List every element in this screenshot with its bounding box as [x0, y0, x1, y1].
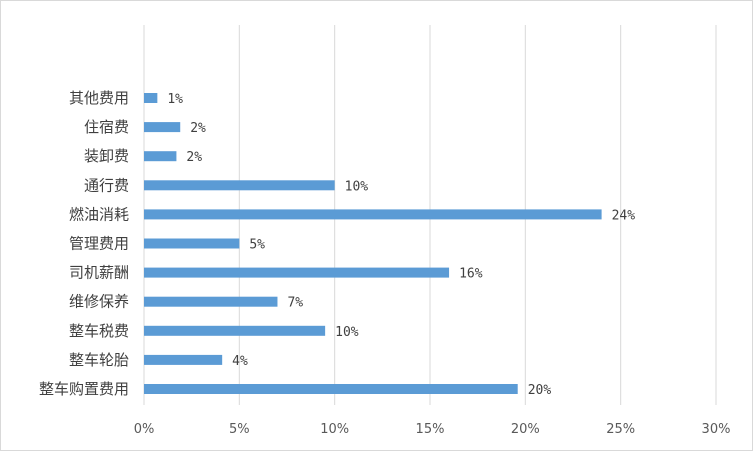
bar-1 — [144, 122, 181, 133]
category-label-9: 整车轮胎 — [69, 351, 129, 369]
data-label-5: 5% — [249, 238, 265, 253]
category-label-3: 通行费 — [84, 176, 129, 194]
bar-7 — [144, 296, 278, 307]
bar-5 — [144, 238, 240, 249]
data-label-4: 24% — [612, 208, 636, 223]
category-label-4: 燃油消耗 — [69, 205, 129, 223]
category-label-1: 住宿费 — [84, 118, 129, 136]
bar-6 — [144, 267, 450, 278]
bar-8 — [144, 325, 326, 336]
category-label-0: 其他费用 — [69, 89, 129, 107]
bar-0 — [144, 93, 158, 103]
bar-4 — [144, 209, 602, 220]
data-label-10: 20% — [528, 383, 552, 398]
data-label-6: 16% — [459, 267, 483, 282]
category-label-5: 管理费用 — [69, 235, 129, 253]
bar-10 — [144, 384, 518, 394]
category-label-10: 整车购置费用 — [39, 380, 129, 398]
data-label-0: 1% — [167, 92, 183, 107]
data-label-9: 4% — [232, 354, 248, 369]
data-label-1: 2% — [190, 121, 206, 136]
category-label-2: 装卸费 — [84, 147, 129, 165]
data-label-3: 10% — [345, 179, 369, 194]
category-label-6: 司机薪酬 — [69, 264, 129, 282]
x-tick-label-3: 15% — [416, 422, 445, 437]
data-label-2: 2% — [186, 150, 202, 165]
data-label-8: 10% — [335, 325, 359, 340]
x-tick-label-2: 10% — [320, 422, 349, 437]
category-label-7: 维修保养 — [69, 293, 129, 311]
bar-9 — [144, 354, 223, 365]
data-label-7: 7% — [287, 296, 303, 311]
category-label-8: 整车税费 — [69, 322, 129, 340]
bar-3 — [144, 180, 335, 191]
x-tick-label-4: 20% — [511, 422, 540, 437]
x-tick-label-1: 5% — [229, 422, 250, 437]
x-tick-label-5: 25% — [606, 422, 635, 437]
bar-2 — [144, 151, 177, 162]
x-tick-label-0: 0% — [134, 422, 155, 437]
x-tick-label-6: 30% — [702, 422, 731, 437]
